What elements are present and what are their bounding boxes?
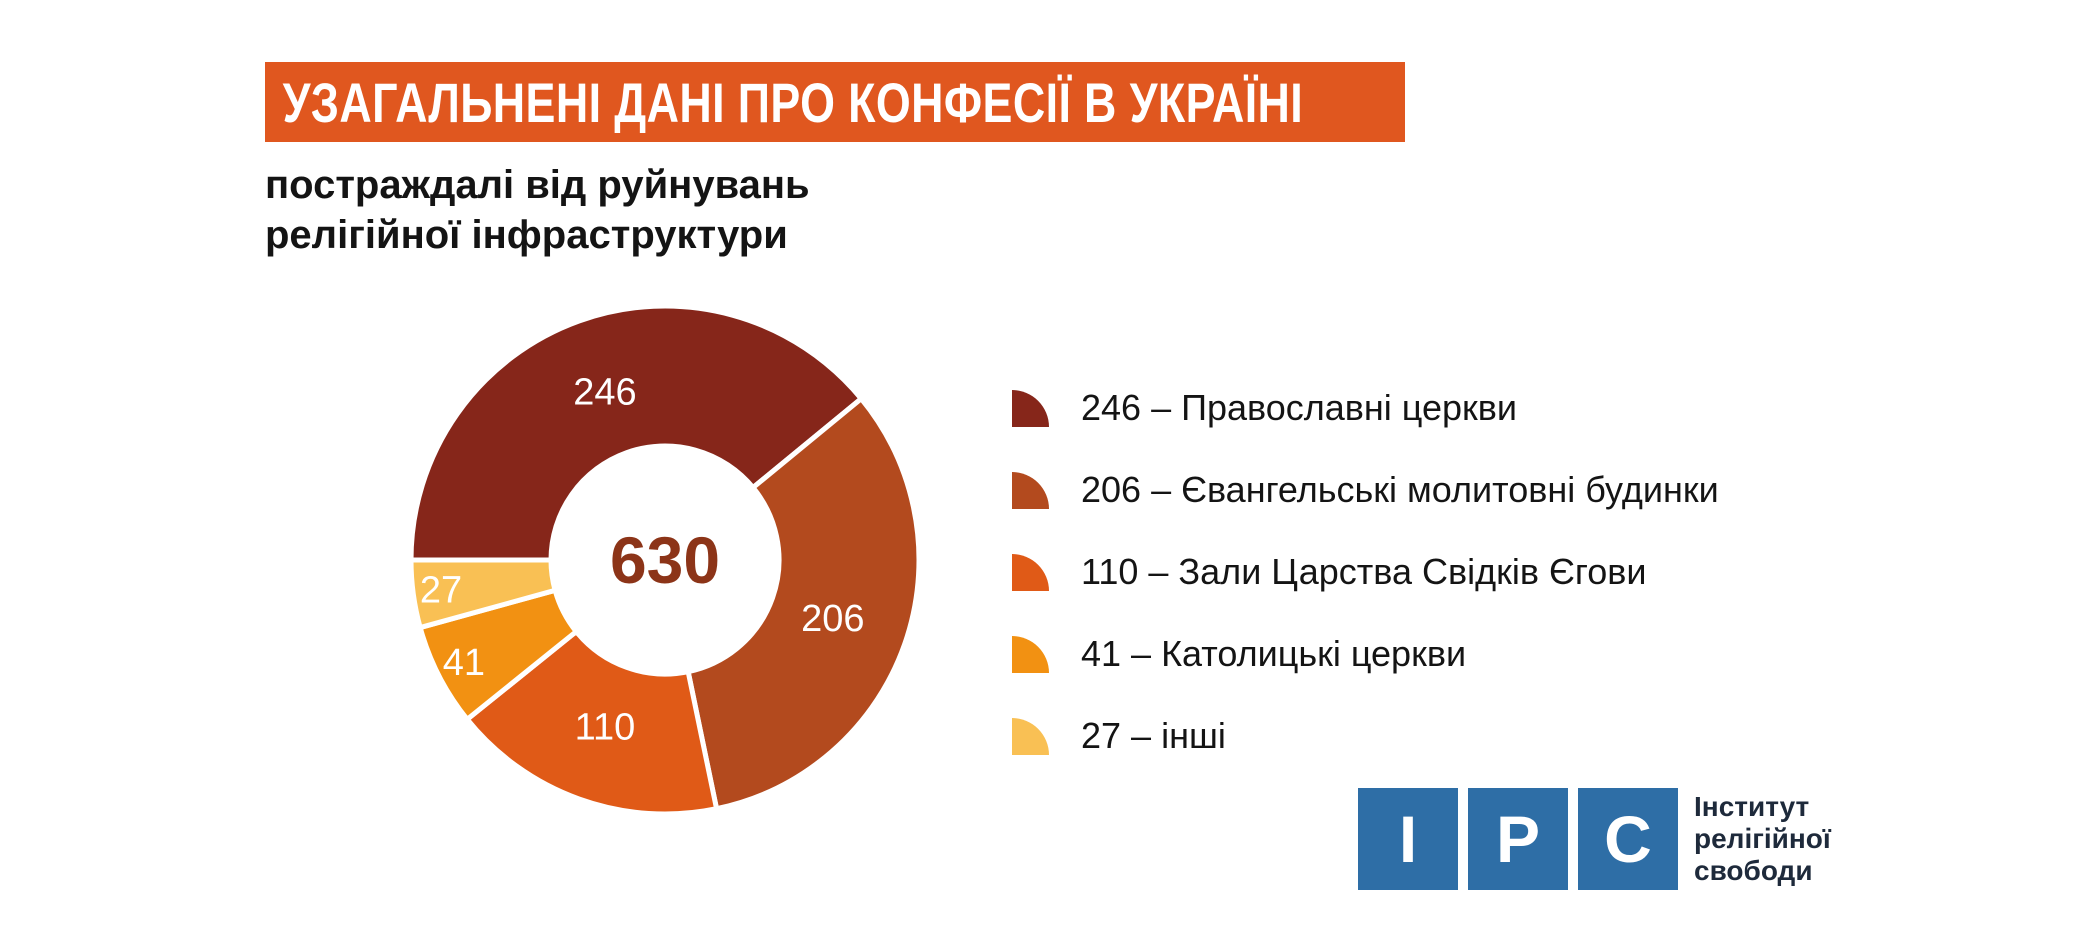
logo-letter-square: С xyxy=(1578,788,1678,890)
pie-slice-Зали Царства Свідків Єгови xyxy=(464,629,720,817)
logo-text-line: свободи xyxy=(1694,855,1813,886)
pie-slice-Євангельські молитовні будинки xyxy=(685,396,922,812)
slice-value-label: 27 xyxy=(420,569,462,611)
legend-label: 110 – Зали Царства Свідків Єгови xyxy=(1081,551,1647,592)
logo-letter-square: І xyxy=(1358,788,1458,890)
logo-text-line: Інститут xyxy=(1694,791,1810,822)
subtitle-line-2: релігійної інфраструктури xyxy=(265,213,788,257)
legend-quarter-circle-marker xyxy=(1012,471,1049,509)
legend-quarter-circle-marker xyxy=(1012,717,1049,755)
pie-slice-Православні церкви xyxy=(408,303,864,563)
logo-organization-name: Інститут релігійної свободи xyxy=(1694,791,1831,887)
legend-item: 246 – Православні церкви xyxy=(1012,387,1719,429)
legend-label: 246 – Православні церкви xyxy=(1081,387,1518,428)
chart-subtitle: постраждалі від руйнувань релігійної інф… xyxy=(265,160,810,260)
pie-slice-інші xyxy=(408,557,558,631)
legend-item: 27 – інші xyxy=(1012,715,1719,757)
legend-quarter-circle-marker xyxy=(1012,553,1049,591)
logo-text-line: релігійної xyxy=(1694,823,1831,854)
legend-quarter-circle-marker xyxy=(1012,635,1049,673)
chart-legend: 246 – Православні церкви 206 – Євангельсь… xyxy=(1012,387,1719,757)
legend-item: 41 – Католицькі церкви xyxy=(1012,633,1719,675)
slice-value-label: 246 xyxy=(573,371,636,413)
legend-item: 110 – Зали Царства Свідків Єгови xyxy=(1012,551,1719,593)
legend-quarter-circle-marker xyxy=(1012,389,1049,427)
slice-value-label: 41 xyxy=(443,642,485,684)
title-banner: УЗАГАЛЬНЕНІ ДАНІ ПРО КОНФЕСІЇ В УКРАЇНІ xyxy=(265,62,1405,142)
page-title: УЗАГАЛЬНЕНІ ДАНІ ПРО КОНФЕСІЇ В УКРАЇНІ xyxy=(282,70,1304,134)
subtitle-line-1: постраждалі від руйнувань xyxy=(265,163,810,207)
slice-value-label: 206 xyxy=(801,598,864,640)
legend-label: 206 – Євангельські молитовні будинки xyxy=(1081,469,1719,510)
donut-svg: 246 206 110 41 27 xyxy=(408,303,922,817)
logo-letter-square: Р xyxy=(1468,788,1568,890)
legend-label: 27 – інші xyxy=(1081,715,1226,756)
legend-item: 206 – Євангельські молитовні будинки xyxy=(1012,469,1719,511)
donut-chart: 246 206 110 41 27 xyxy=(405,300,925,820)
legend-label: 41 – Католицькі церкви xyxy=(1081,633,1467,674)
slice-value-label: 110 xyxy=(575,707,636,749)
